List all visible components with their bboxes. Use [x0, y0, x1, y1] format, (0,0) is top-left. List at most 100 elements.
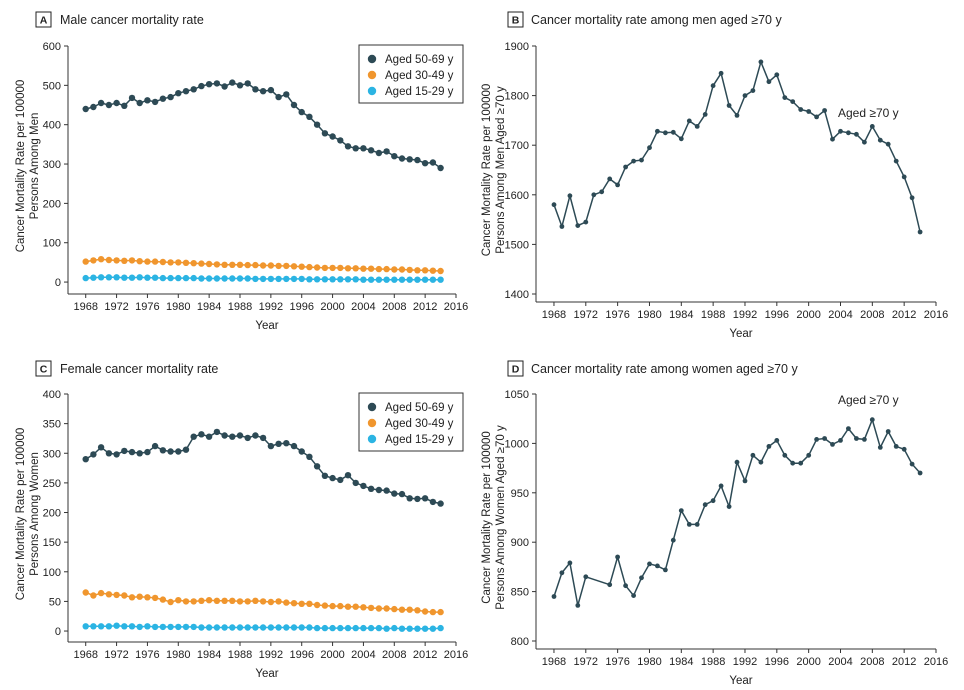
x-tick-label: 2000 [320, 301, 344, 313]
data-point [113, 99, 120, 107]
data-point [151, 258, 159, 265]
data-point [406, 156, 413, 163]
legend: Aged 50-69 y Aged 30-49 y Aged 15-29 y [358, 392, 464, 452]
data-point [869, 417, 875, 423]
data-point [221, 261, 228, 268]
data-point [329, 276, 336, 283]
data-point [639, 157, 644, 163]
data-point [352, 603, 359, 610]
data-point [121, 592, 128, 599]
data-point [259, 434, 267, 442]
data-point [718, 483, 724, 489]
data-point [267, 262, 275, 269]
data-point [367, 265, 375, 272]
data-point [329, 474, 336, 482]
data-point [90, 451, 97, 458]
data-point [105, 450, 113, 457]
data-point [391, 490, 398, 497]
data-point [259, 275, 267, 283]
data-point [726, 103, 732, 108]
data-point [213, 428, 221, 436]
y-tick-label: 350 [43, 419, 61, 431]
y-tick-label: 850 [511, 587, 529, 599]
data-point [774, 72, 780, 78]
data-point [421, 276, 429, 283]
data-point [175, 259, 182, 266]
data-point [742, 93, 748, 98]
panel-b: B Cancer mortality rate among men aged ≥7… [481, 11, 948, 340]
x-tick-label: 1980 [637, 656, 661, 668]
data-point [814, 114, 819, 120]
data-point [406, 606, 413, 613]
data-point [105, 256, 113, 264]
data-point [383, 265, 390, 273]
y-tick-label: 400 [43, 120, 61, 132]
x-tick-label: 2000 [796, 656, 820, 668]
data-point [854, 131, 859, 137]
data-point [375, 624, 383, 632]
panel-letter-box [35, 360, 52, 377]
data-point [344, 472, 352, 479]
data-point [615, 182, 620, 188]
data-point [198, 624, 205, 631]
y-tick-label: 950 [511, 488, 529, 500]
panel-c: C Female cancer mortality rate 0 50 100 150 20… [15, 360, 468, 680]
data-point [97, 256, 105, 263]
x-tick-label: 1992 [259, 301, 283, 313]
data-point [144, 623, 151, 630]
data-point [344, 624, 352, 632]
data-point [283, 440, 290, 447]
data-point [198, 597, 205, 604]
data-point [213, 80, 221, 87]
data-point [391, 266, 398, 273]
data-point [391, 624, 398, 632]
data-point [213, 624, 221, 631]
y-tick-label: 1800 [505, 91, 529, 103]
y-tick-label: 1600 [505, 190, 529, 202]
data-point [205, 624, 213, 631]
data-point [798, 460, 804, 466]
data-point [782, 95, 788, 100]
x-tick-label: 1968 [542, 656, 566, 668]
data-point [917, 229, 923, 235]
panel-title: Female cancer mortality rate [60, 362, 218, 376]
data-point [344, 143, 352, 150]
data-point [167, 274, 174, 282]
data-point [275, 93, 282, 101]
data-point [105, 101, 113, 109]
data-point [615, 554, 620, 560]
data-point [429, 159, 437, 166]
data-point [121, 102, 128, 110]
data-point [82, 274, 89, 282]
data-point [352, 145, 359, 152]
data-point [414, 267, 421, 274]
legend-label: Aged 50-69 y [385, 402, 454, 414]
data-point [893, 158, 899, 164]
data-point [694, 522, 700, 527]
data-point [236, 261, 244, 268]
data-point [128, 448, 136, 456]
data-point [236, 624, 244, 631]
data-point [678, 508, 684, 513]
x-tick-label: 1980 [166, 301, 190, 313]
data-point [151, 623, 159, 631]
x-tick-label: 1968 [73, 649, 97, 661]
data-point [663, 567, 668, 573]
data-point [82, 105, 89, 113]
data-point [383, 605, 390, 612]
data-point [798, 107, 804, 112]
data-point [144, 258, 151, 265]
data-point [766, 444, 772, 449]
data-point [90, 274, 97, 281]
y-tick-label: 150 [43, 537, 61, 549]
data-point [591, 192, 597, 198]
data-point [421, 160, 429, 167]
data-point [190, 433, 197, 440]
x-tick-label: 2004 [351, 649, 375, 661]
data-point [213, 275, 221, 282]
y-tick-label: 600 [43, 41, 61, 53]
x-tick-label: 2016 [444, 301, 468, 313]
x-tick-label: 2012 [892, 309, 916, 321]
data-point [298, 600, 305, 607]
data-point [854, 436, 859, 441]
